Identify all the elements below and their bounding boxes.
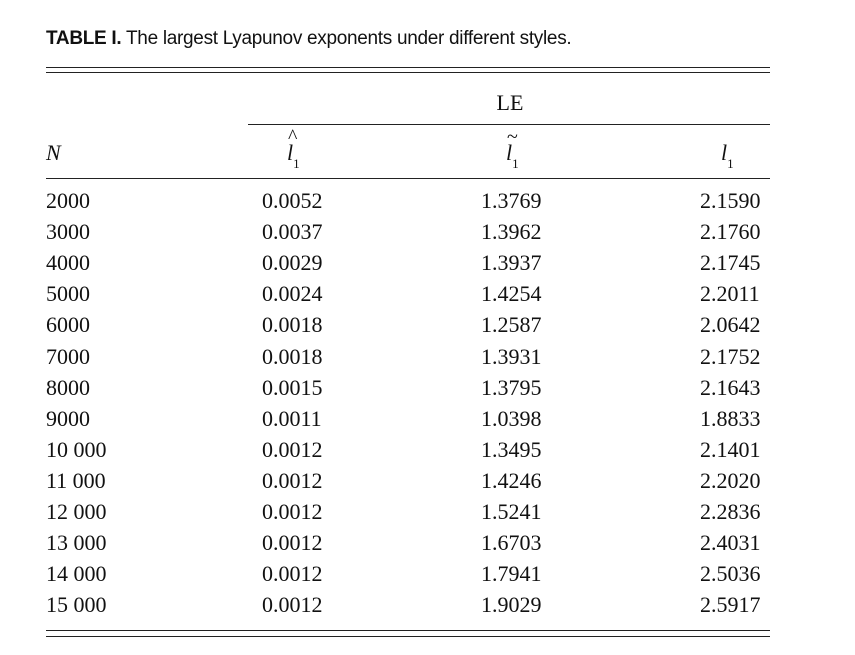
bottom-rule-1 (46, 630, 770, 631)
cell-l-tilde: 1.9029 (481, 592, 542, 618)
cell-n: 14 000 (46, 561, 107, 587)
cell-l: 2.1401 (700, 436, 761, 462)
table-row: 2000 0.0052 1.3769 2.1590 (0, 188, 855, 219)
cell-l: 2.1752 (700, 343, 761, 369)
cell-n: 7000 (46, 343, 90, 369)
cell-l-hat: 0.0018 (262, 343, 323, 369)
cell-l: 2.2836 (700, 499, 761, 524)
table-caption-text: The largest Lyapunov exponents under dif… (126, 28, 572, 49)
le-group-header: LE (496, 90, 524, 115)
table-row: 7000 0.0018 1.3931 2.1752 (0, 344, 855, 375)
cell-l-hat: 0.0012 (262, 467, 323, 493)
table-row: 12 000 0.0012 1.5241 2.2836 (0, 499, 855, 530)
table-caption-label: TABLE I. (46, 28, 122, 49)
cell-l-tilde: 1.3495 (481, 436, 542, 462)
cell-l: 2.5036 (700, 561, 761, 587)
cell-l: 2.2020 (700, 467, 761, 493)
table-row: 11 000 0.0012 1.4246 2.2020 (0, 468, 855, 499)
table-row: 15 000 0.0012 1.9029 2.5917 (0, 592, 855, 623)
cell-n: 10 000 (46, 436, 107, 462)
cell-n: 4000 (46, 250, 90, 276)
l-hat-symbol: l (287, 140, 294, 165)
cell-n: 13 000 (46, 530, 107, 556)
cell-n: 3000 (46, 219, 90, 245)
cell-l-tilde: 1.3769 (481, 188, 542, 213)
cell-l: 2.1643 (700, 374, 761, 400)
cell-l-hat: 0.0018 (262, 312, 323, 338)
cell-l-tilde: 1.3795 (481, 374, 542, 400)
cell-l-tilde: 1.2587 (481, 312, 542, 338)
cell-l: 2.1745 (700, 250, 761, 276)
cell-l-hat: 0.0052 (262, 188, 323, 213)
l-subscript: 1 (727, 156, 734, 172)
cell-l-hat: 0.0012 (262, 436, 323, 462)
cell-l: 2.1760 (700, 219, 761, 245)
cell-n: 5000 (46, 281, 90, 307)
column-header-l-hat: ^ l1 (287, 126, 300, 172)
cell-n: 8000 (46, 374, 90, 400)
cell-l-hat: 0.0012 (262, 499, 323, 524)
table-row: 6000 0.0018 1.2587 2.0642 (0, 312, 855, 343)
l-symbol: l (721, 140, 728, 165)
l-tilde-symbol: l (506, 140, 513, 165)
table-row: 9000 0.0011 1.0398 1.8833 (0, 406, 855, 437)
cell-n: 6000 (46, 312, 90, 338)
table-row: 4000 0.0029 1.3937 2.1745 (0, 250, 855, 281)
cell-n: 12 000 (46, 499, 107, 524)
top-rule-1 (46, 67, 770, 68)
cell-l-tilde: 1.3937 (481, 250, 542, 276)
cell-l-hat: 0.0015 (262, 374, 323, 400)
table-row: 13 000 0.0012 1.6703 2.4031 (0, 530, 855, 561)
cell-l: 2.1590 (700, 188, 761, 213)
cell-l-hat: 0.0024 (262, 281, 323, 307)
cell-l-hat: 0.0012 (262, 592, 323, 618)
header-bottom-rule (46, 178, 770, 179)
cell-l: 2.2011 (700, 281, 760, 307)
cell-n: 9000 (46, 405, 90, 431)
cell-l: 2.0642 (700, 312, 761, 338)
table-row: 3000 0.0037 1.3962 2.1760 (0, 219, 855, 250)
cell-n: 2000 (46, 188, 90, 213)
column-header-n: N (46, 140, 61, 165)
top-rule-2 (46, 72, 770, 73)
cell-l-tilde: 1.6703 (481, 530, 542, 556)
cell-l-tilde: 1.4254 (481, 281, 542, 307)
cell-l: 2.4031 (700, 530, 761, 556)
tilde-accent: ~ (507, 126, 518, 148)
hat-accent: ^ (288, 126, 298, 148)
cell-l-hat: 0.0012 (262, 530, 323, 556)
table-row: 5000 0.0024 1.4254 2.2011 (0, 281, 855, 312)
cell-l-hat: 0.0012 (262, 561, 323, 587)
cell-l-tilde: 1.0398 (481, 405, 542, 431)
cell-l-hat: 0.0037 (262, 219, 323, 245)
cell-n: 11 000 (46, 467, 106, 493)
table-row: 14 000 0.0012 1.7941 2.5036 (0, 561, 855, 592)
le-group-rule (248, 124, 770, 125)
cell-l-tilde: 1.5241 (481, 499, 542, 524)
table-row: 10 000 0.0012 1.3495 2.1401 (0, 437, 855, 468)
cell-l-hat: 0.0029 (262, 250, 323, 276)
cell-l: 2.5917 (700, 592, 761, 618)
cell-l-tilde: 1.7941 (481, 561, 542, 587)
column-header-l-tilde: ~ l1 (506, 126, 519, 172)
cell-n: 15 000 (46, 592, 107, 618)
cell-l-tilde: 1.3931 (481, 343, 542, 369)
table-caption: TABLE I. The largest Lyapunov exponents … (46, 28, 572, 50)
cell-l-tilde: 1.4246 (481, 467, 542, 493)
cell-l: 1.8833 (700, 405, 761, 431)
l-tilde-subscript: 1 (512, 156, 519, 172)
bottom-rule-2 (46, 636, 770, 637)
column-header-l: l1 (721, 140, 734, 172)
cell-l-hat: 0.0011 (262, 405, 322, 431)
table-row: 8000 0.0015 1.3795 2.1643 (0, 375, 855, 406)
cell-l-tilde: 1.3962 (481, 219, 542, 245)
l-hat-subscript: 1 (293, 156, 300, 172)
